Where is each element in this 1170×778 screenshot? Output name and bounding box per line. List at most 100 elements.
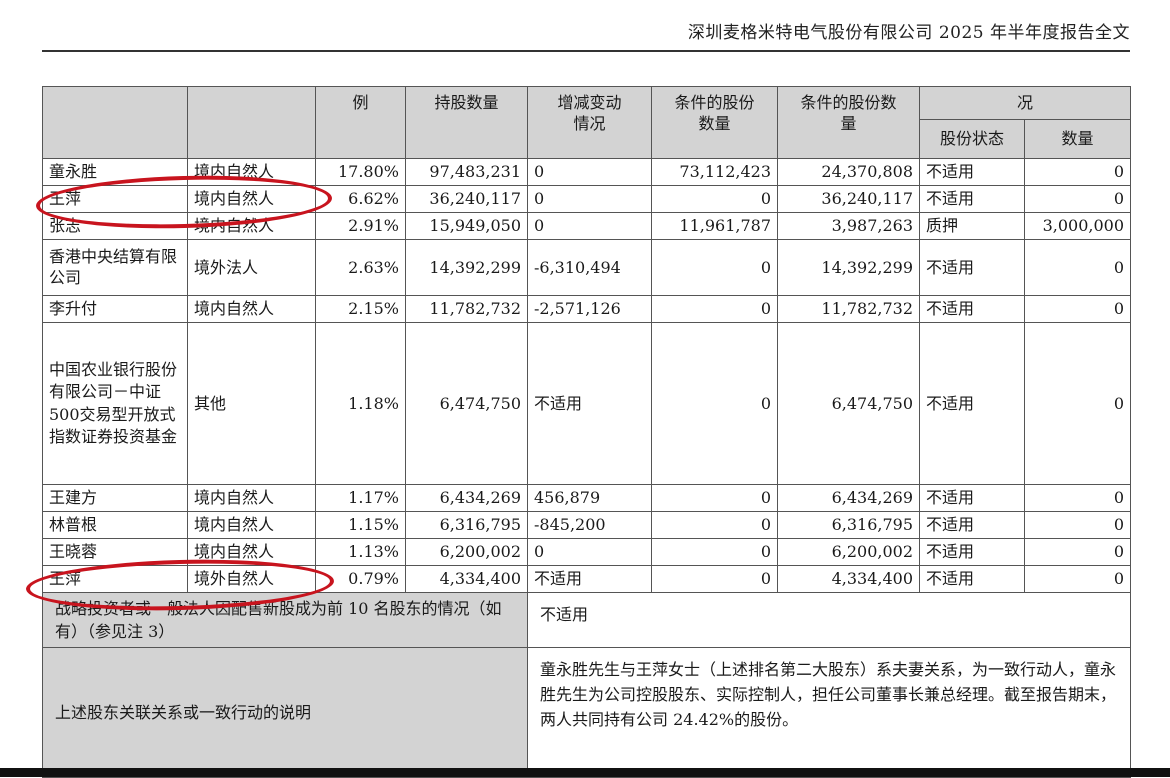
holder-pledge-status: 不适用	[919, 158, 1025, 186]
relation-row: 上述股东关联关系或一致行动的说明 童永胜先生与王萍女士（上述排名第二大股东）系夫…	[42, 647, 1132, 778]
holder-shares: 14,392,299	[405, 239, 528, 296]
holder-pledge-qty: 0	[1023, 239, 1132, 296]
header-pledge-qty: 数量	[1023, 119, 1132, 159]
holder-restricted: 0	[651, 185, 778, 213]
holder-type: 境外法人	[187, 239, 316, 296]
holder-restricted: 0	[651, 538, 778, 566]
strategic-investor-row: 战略投资者或一般法人因配售新股成为前 10 名股东的情况（如有）（参见注 3） …	[42, 591, 1132, 649]
holder-type: 境外自然人	[187, 565, 316, 593]
table-row: 王建方 境内自然人 1.17% 6,434,269 456,879 0 6,43…	[42, 484, 1132, 512]
holder-change: 不适用	[527, 565, 652, 593]
holder-pledge-status: 不适用	[919, 239, 1025, 296]
holder-change: 0	[527, 212, 652, 240]
holder-pledge-qty: 0	[1023, 295, 1132, 323]
holder-name: 李升付	[42, 295, 188, 323]
table-row: 王萍 境外自然人 0.79% 4,334,400 不适用 0 4,334,400…	[42, 565, 1132, 593]
table-row: 王晓蓉 境内自然人 1.13% 6,200,002 0 0 6,200,002 …	[42, 538, 1132, 566]
holder-ratio: 1.17%	[315, 484, 406, 512]
holder-shares: 6,200,002	[405, 538, 528, 566]
relation-label: 上述股东关联关系或一致行动的说明	[42, 647, 528, 778]
holder-name: 王萍	[42, 565, 188, 593]
header-pledge: 况	[918, 86, 1132, 120]
holder-pledge-status: 质押	[919, 212, 1025, 240]
header-type-blank	[187, 86, 316, 159]
holder-pledge-status: 不适用	[919, 185, 1025, 213]
holder-restricted: 0	[651, 239, 778, 296]
holder-pledge-qty: 0	[1023, 565, 1132, 593]
holder-pledge-qty: 0	[1023, 484, 1132, 512]
holder-name: 王萍	[42, 185, 188, 213]
holder-ratio: 2.91%	[315, 212, 406, 240]
holder-ratio: 2.63%	[315, 239, 406, 296]
relation-value: 童永胜先生与王萍女士（上述排名第二大股东）系夫妻关系，为一致行动人，童永胜先生为…	[526, 647, 1132, 778]
header-rule	[42, 50, 1130, 52]
holder-type: 境内自然人	[187, 538, 316, 566]
holder-ratio: 17.80%	[315, 158, 406, 186]
holder-unrestricted: 6,474,750	[777, 322, 920, 485]
holder-shares: 15,949,050	[405, 212, 528, 240]
holder-type: 境内自然人	[187, 295, 316, 323]
table-row: 林普根 境内自然人 1.15% 6,316,795 -845,200 0 6,3…	[42, 511, 1132, 539]
holder-type: 境内自然人	[187, 484, 316, 512]
strategic-investor-label: 战略投资者或一般法人因配售新股成为前 10 名股东的情况（如有）（参见注 3）	[42, 591, 528, 649]
holder-restricted: 11,961,787	[651, 212, 778, 240]
holder-shares: 97,483,231	[405, 158, 528, 186]
holder-ratio: 1.15%	[315, 511, 406, 539]
holder-change: 0	[527, 158, 652, 186]
holder-unrestricted: 36,240,117	[777, 185, 920, 213]
holder-ratio: 2.15%	[315, 295, 406, 323]
header-ratio: 例	[315, 86, 406, 159]
header-shares: 持股数量	[405, 86, 528, 159]
holder-change: -6,310,494	[527, 239, 652, 296]
holder-restricted: 73,112,423	[651, 158, 778, 186]
header-unrestricted: 条件的股份数量	[777, 86, 920, 159]
holder-name: 中国农业银行股份有限公司－中证500交易型开放式指数证券投资基金	[42, 322, 188, 485]
holder-unrestricted: 14,392,299	[777, 239, 920, 296]
holder-pledge-status: 不适用	[919, 484, 1025, 512]
holder-unrestricted: 6,316,795	[777, 511, 920, 539]
holder-change: 0	[527, 538, 652, 566]
top-shareholders-table: 例 持股数量 增减变动情况 条件的股份数量 条件的股份数量 况 股份状态 数量 …	[42, 86, 1132, 778]
header-name-blank	[42, 86, 188, 159]
report-header-title: 深圳麦格米特电气股份有限公司 2025 年半年度报告全文	[687, 23, 1130, 43]
holder-change: 456,879	[527, 484, 652, 512]
holder-pledge-status: 不适用	[919, 538, 1025, 566]
holder-type: 境内自然人	[187, 212, 316, 240]
holder-type: 境内自然人	[187, 185, 316, 213]
holder-unrestricted: 24,370,808	[777, 158, 920, 186]
table-row: 童永胜 境内自然人 17.80% 97,483,231 0 73,112,423…	[42, 158, 1132, 186]
holder-unrestricted: 4,334,400	[777, 565, 920, 593]
holder-shares: 11,782,732	[405, 295, 528, 323]
holder-shares: 36,240,117	[405, 185, 528, 213]
holder-ratio: 1.18%	[315, 322, 406, 485]
header-restricted: 条件的股份数量	[651, 86, 778, 159]
holder-ratio: 1.13%	[315, 538, 406, 566]
holder-restricted: 0	[651, 565, 778, 593]
table-row: 香港中央结算有限公司 境外法人 2.63% 14,392,299 -6,310,…	[42, 239, 1132, 296]
holder-name: 王晓蓉	[42, 538, 188, 566]
table-row: 张志 境内自然人 2.91% 15,949,050 0 11,961,787 3…	[42, 212, 1132, 240]
strategic-investor-value: 不适用	[526, 591, 1132, 649]
holder-pledge-qty: 0	[1023, 538, 1132, 566]
holder-pledge-qty: 0	[1023, 158, 1132, 186]
holder-name: 王建方	[42, 484, 188, 512]
holder-shares: 6,316,795	[405, 511, 528, 539]
holder-pledge-status: 不适用	[919, 565, 1025, 593]
holder-restricted: 0	[651, 322, 778, 485]
holder-change: 0	[527, 185, 652, 213]
holder-ratio: 0.79%	[315, 565, 406, 593]
holder-shares: 6,474,750	[405, 322, 528, 485]
holder-pledge-status: 不适用	[919, 511, 1025, 539]
holder-name: 香港中央结算有限公司	[42, 239, 188, 296]
holder-name: 林普根	[42, 511, 188, 539]
holder-shares: 4,334,400	[405, 565, 528, 593]
table-row: 王萍 境内自然人 6.62% 36,240,117 0 0 36,240,117…	[42, 185, 1132, 213]
table-row: 李升付 境内自然人 2.15% 11,782,732 -2,571,126 0 …	[42, 295, 1132, 323]
holder-type: 境内自然人	[187, 158, 316, 186]
holder-change: 不适用	[527, 322, 652, 485]
holder-pledge-qty: 0	[1023, 511, 1132, 539]
holder-pledge-qty: 0	[1023, 322, 1132, 485]
holder-name: 张志	[42, 212, 188, 240]
holder-type: 境内自然人	[187, 511, 316, 539]
header-pledge-status: 股份状态	[919, 119, 1025, 159]
